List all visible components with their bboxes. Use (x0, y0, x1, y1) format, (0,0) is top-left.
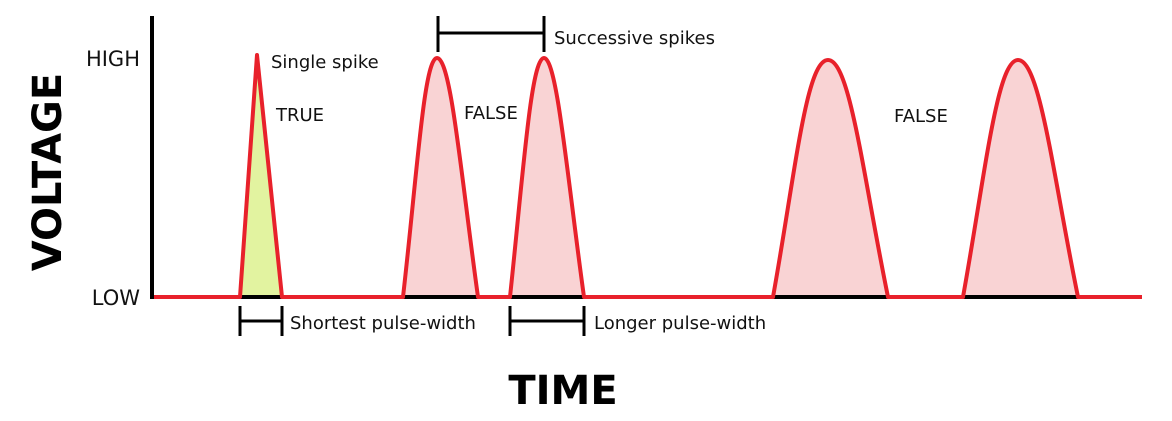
pulse-true-fill (240, 55, 282, 297)
y-axis-title: VOLTAGE (25, 73, 71, 271)
pulse-false-4-fill (963, 60, 1078, 297)
y-high-label: HIGH (86, 47, 140, 71)
single-spike-label: Single spike (271, 52, 379, 73)
successive-spikes-bracket (436, 16, 546, 52)
x-axis-title: TIME (508, 368, 617, 414)
false-label-1: FALSE (464, 103, 518, 124)
y-low-label: LOW (92, 286, 140, 310)
true-label: TRUE (275, 105, 324, 126)
successive-spikes-label: Successive spikes (554, 28, 715, 49)
pulse-false-3-fill (773, 60, 888, 297)
shortest-pulse-bracket (238, 306, 284, 336)
longer-pulse-label: Longer pulse-width (594, 313, 766, 334)
pulse-false-1-fill (403, 58, 478, 297)
signal-trace (152, 53, 1142, 299)
shortest-pulse-label: Shortest pulse-width (290, 313, 476, 334)
pulse-false-2-fill (510, 58, 584, 297)
false-label-2: FALSE (894, 106, 948, 127)
longer-pulse-bracket (508, 306, 586, 336)
